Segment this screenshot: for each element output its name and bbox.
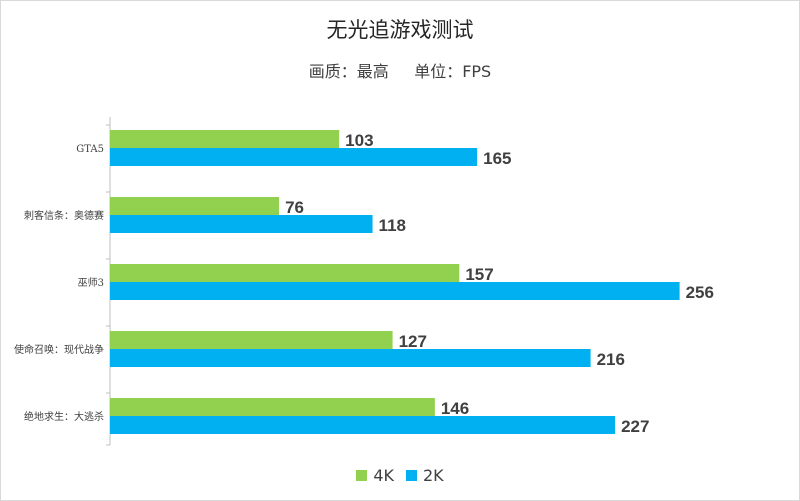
legend-item-2k: 2K: [406, 466, 444, 485]
bar-4k: [110, 264, 460, 282]
data-label-4k: 127: [399, 332, 427, 351]
bar-2k: [110, 416, 616, 434]
data-label-2k: 216: [597, 350, 625, 369]
data-label-2k: 256: [686, 283, 714, 302]
bar-2k: [110, 282, 680, 300]
bar-4k: [110, 130, 340, 148]
bar-4k: [110, 331, 393, 349]
data-label-2k: 227: [621, 417, 649, 436]
legend-label-2k: 2K: [423, 466, 444, 485]
bar-2k: [110, 148, 478, 166]
data-label-4k: 76: [285, 198, 304, 217]
category-label: 巫师3: [78, 276, 104, 289]
legend-swatch-4k: [356, 470, 368, 481]
chart-subtitle: 画质：最高 单位：FPS: [308, 62, 492, 81]
bar-2k: [110, 215, 373, 233]
bar-2k: [110, 349, 591, 367]
legend-swatch-2k: [406, 470, 417, 481]
data-label-4k: 103: [345, 131, 373, 150]
data-label-4k: 146: [441, 399, 469, 418]
legend-item-4k: 4K: [356, 466, 394, 485]
data-label-2k: 118: [379, 216, 406, 235]
category-label: 使命召唤：现代战争: [14, 343, 104, 356]
legend: 4K 2K: [0, 466, 800, 485]
category-label: 绝地求生：大逃杀: [24, 410, 104, 423]
category-label: GTA5: [76, 144, 104, 155]
legend-label-4k: 4K: [373, 466, 394, 485]
chart-title: 无光追游戏测试: [326, 18, 474, 42]
data-label-2k: 165: [483, 149, 511, 168]
bar-4k: [110, 197, 280, 215]
bar-4k: [110, 398, 435, 416]
data-label-4k: 157: [465, 265, 493, 284]
category-label: 刺客信条：奥德赛: [24, 209, 104, 222]
